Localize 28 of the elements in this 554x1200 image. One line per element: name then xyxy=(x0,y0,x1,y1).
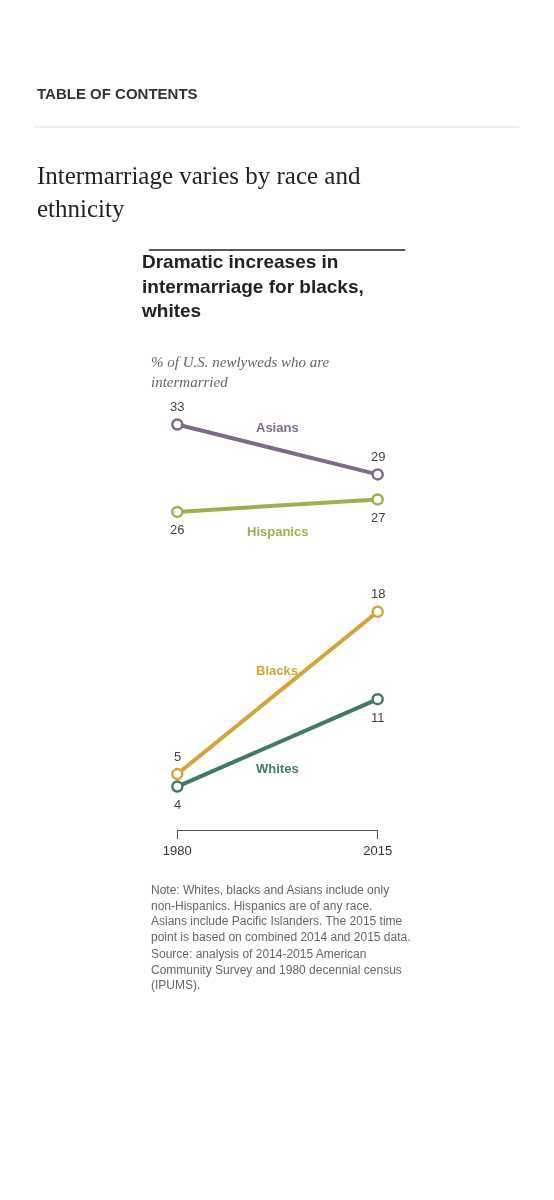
data-label: 4 xyxy=(174,797,182,812)
point xyxy=(371,692,384,706)
point xyxy=(171,418,184,431)
point xyxy=(171,767,184,781)
point xyxy=(171,780,184,793)
data-label: 27 xyxy=(371,510,386,525)
data-label: 18 xyxy=(371,586,386,601)
text: Note: Whites, blacks and Asians include only non-Hispanics. Hispanics are of any race. Asians include Pacific Islanders. The 2015 time point is based on combined 2014 and 2015 data. xyxy=(151,883,411,944)
text: TABLE OF CONTENTS xyxy=(37,85,198,102)
text: Intermarriage varies by race and ethnicity xyxy=(37,162,361,222)
point xyxy=(371,468,384,481)
data-label: 29 xyxy=(371,449,386,464)
point xyxy=(371,493,384,506)
series-label: Whites xyxy=(256,761,299,776)
point xyxy=(171,505,184,519)
series-label: Blacks xyxy=(256,663,298,678)
series-label: Asians xyxy=(256,420,299,435)
data-label: 5 xyxy=(174,749,182,764)
data-label: 11 xyxy=(371,710,385,725)
chart-title: Dramatic increases in intermarriage for blacks, whites xyxy=(141,251,364,322)
chart-subtitle: % of U.S. newlyweds who are intermarried xyxy=(151,354,330,390)
x-tick-label: 1980 xyxy=(162,842,192,858)
point xyxy=(371,605,384,619)
data-label: 33 xyxy=(170,399,185,414)
x-tick-label: 2015 xyxy=(363,842,393,858)
source-note: Source: analysis of 2014-2015 American Community Survey and 1980 decennial census (IPUMS). xyxy=(151,947,402,993)
data-label: 26 xyxy=(170,522,185,537)
series-label: Hispanics xyxy=(247,524,309,539)
